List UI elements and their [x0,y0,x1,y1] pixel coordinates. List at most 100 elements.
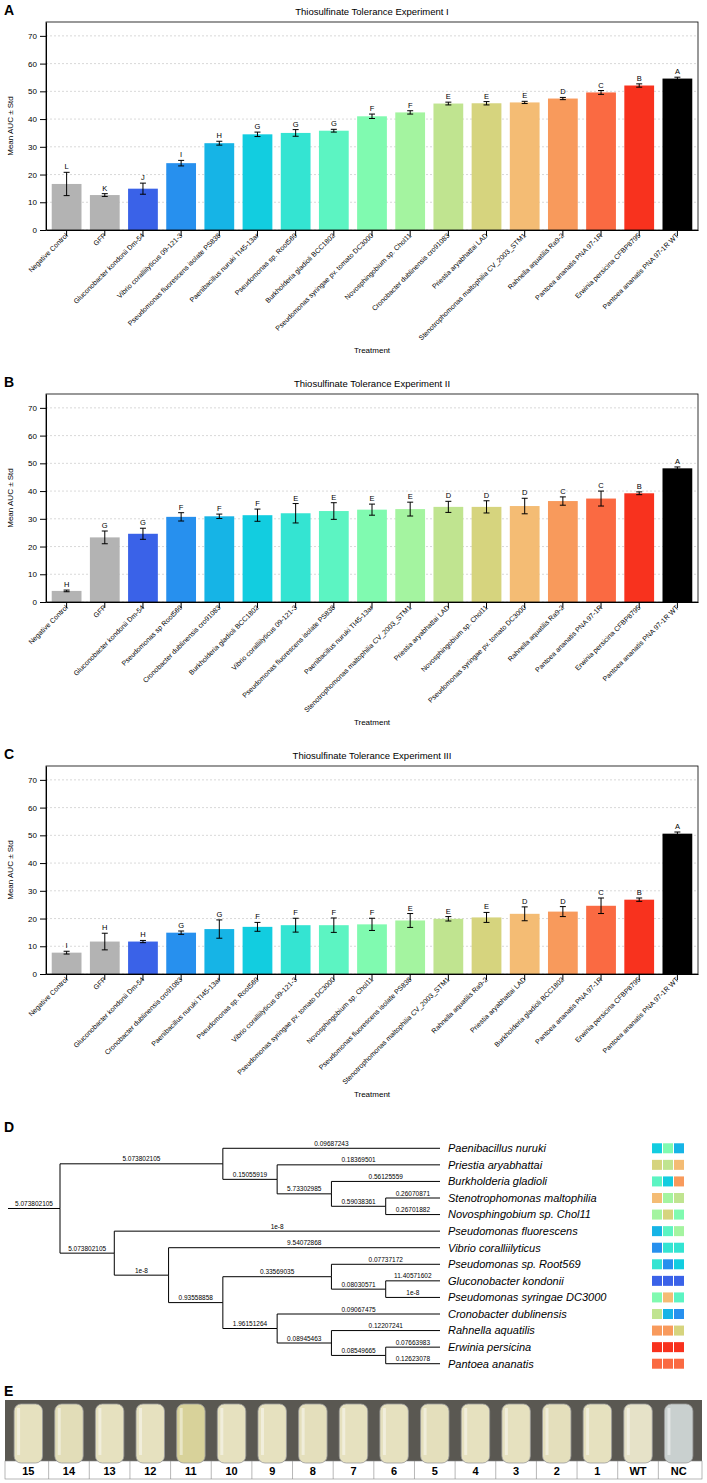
bar [243,134,273,230]
tree-branch [169,1248,440,1275]
significance-letter: I [66,941,68,950]
bar-panel: AThiosulfinate Tolerance Experiment I010… [4,2,699,355]
branch-length: 0.08030571 [341,1281,376,1288]
figure-svg: AThiosulfinate Tolerance Experiment I010… [0,0,707,1483]
y-tick-label: 50 [28,87,37,96]
branch-length: 9.54072868 [287,1239,322,1246]
branch-length: 5.073802105 [15,1200,53,1207]
branch-length: 0.26701882 [396,1206,431,1213]
heat-cell [652,1193,662,1203]
tube-highlight [627,1408,630,1455]
error-bar [674,467,680,470]
tube-label: 12 [144,1465,156,1477]
x-tick-label: Erwinia persicina CFBP8795 [574,604,643,673]
x-tick-label: Gluconobacter kondonii Dm-54 [72,976,145,1049]
significance-letter: K [102,184,107,193]
y-tick: 70 [28,32,46,41]
tube-highlight [302,1408,305,1455]
x-tick-label: GFP [92,975,107,990]
y-tick-mark [40,147,46,148]
y-tick-mark [40,547,46,548]
tree-branch [223,1148,440,1164]
branch-length: 1e-8 [406,1289,419,1296]
significance-letter: G [102,521,108,530]
error-bar [484,102,490,105]
y-tick-label: 60 [28,804,37,813]
error-bar [560,907,566,917]
x-tick: Cronobacter dublinensis cro91083 [141,602,221,684]
panel-letter: B [4,374,14,390]
taxon-label: Gluconobacter kondonii [448,1275,564,1287]
y-tick-label: 60 [28,60,37,69]
error-bar [64,172,70,195]
strip-divider [292,1461,293,1479]
y-tick-label: 70 [28,776,37,785]
bar [548,501,578,602]
bar [52,591,82,602]
tree-branch [277,1329,331,1344]
label-strip [5,1461,702,1479]
y-tick-label: 0 [33,226,38,235]
y-tick: 50 [28,831,46,840]
heat-cell [652,1359,662,1369]
x-tick: Novosphingobium sp. Chol11 [343,230,413,302]
heat-cell [663,1226,673,1236]
significance-letter: A [675,822,680,831]
tube-highlight [383,1408,386,1455]
tube-label: 10 [225,1465,237,1477]
x-tick-label: Vibrio coralliilyticus 09-121-3 [230,976,299,1045]
tube-label: 7 [350,1465,356,1477]
branch-length: 0.08945463 [287,1335,322,1342]
x-tick-label: Paenibacillus nuruki TI45-13ar [303,603,375,675]
heat-cell [652,1243,662,1253]
branch-length: 0.93558858 [179,1294,214,1301]
significance-letter: E [331,493,336,502]
tree-branch [114,1253,168,1275]
y-tick: 50 [28,459,46,468]
x-tick-label: Pantoea ananatis PNA 97-1R [534,232,604,302]
bar [433,507,463,602]
tree-branch [386,1198,440,1206]
error-bar [254,509,260,521]
tube [258,1404,286,1463]
error-bar [178,513,184,521]
strip-divider [251,1461,252,1479]
strip-divider [455,1461,456,1479]
branch-length: 1e-8 [135,1267,148,1274]
x-tick: Paenibacillus nuruki TI45-13ar [150,974,222,1047]
tube-highlight [58,1408,61,1455]
chart-title: Thiosulfinate Tolerance Experiment II [294,378,450,389]
heat-cell [663,1193,673,1203]
x-axis-title: Treatment [354,346,391,355]
branch-length: 0.56125559 [369,1173,404,1180]
y-tick-mark [40,863,46,864]
error-bar [560,497,566,505]
y-axis-line [46,23,47,231]
error-bar [598,898,604,914]
bar [128,189,158,230]
tube [217,1404,245,1463]
y-axis-title: Mean AUC ± Std [6,96,15,156]
bar [624,493,654,602]
plot-marks [52,77,693,230]
taxon-label: Cronobacter dublinensis [448,1308,567,1320]
heat-cell [652,1259,662,1269]
y-tick: 0 [33,970,46,979]
x-tick-label: Erwinia persicina CFBP8795 [574,976,643,1045]
taxon-label: Pseudomonas sp. Root569 [448,1258,581,1270]
y-tick-label: 40 [28,487,37,496]
tube [502,1404,530,1463]
error-bar [331,918,337,932]
tree-panel: D5.0738021055.0738021055.0738021050.0968… [4,1119,684,1370]
x-tick: Erwinia persicina CFBP8795 [574,602,643,672]
y-tick: 40 [28,859,46,868]
x-tick-label: Burkholderia gladioli BCC1802 [188,604,261,677]
y-axis-title: Mean AUC ± Std [6,468,15,528]
y-tick-label: 70 [28,32,37,41]
tube-label: NC [671,1465,687,1477]
y-tick: 20 [28,915,46,924]
significance-letter: G [216,910,222,919]
y-tick: 70 [28,404,46,413]
x-tick: Gluconobacter kondonii Dm-54 [72,974,145,1049]
bar [128,534,158,602]
